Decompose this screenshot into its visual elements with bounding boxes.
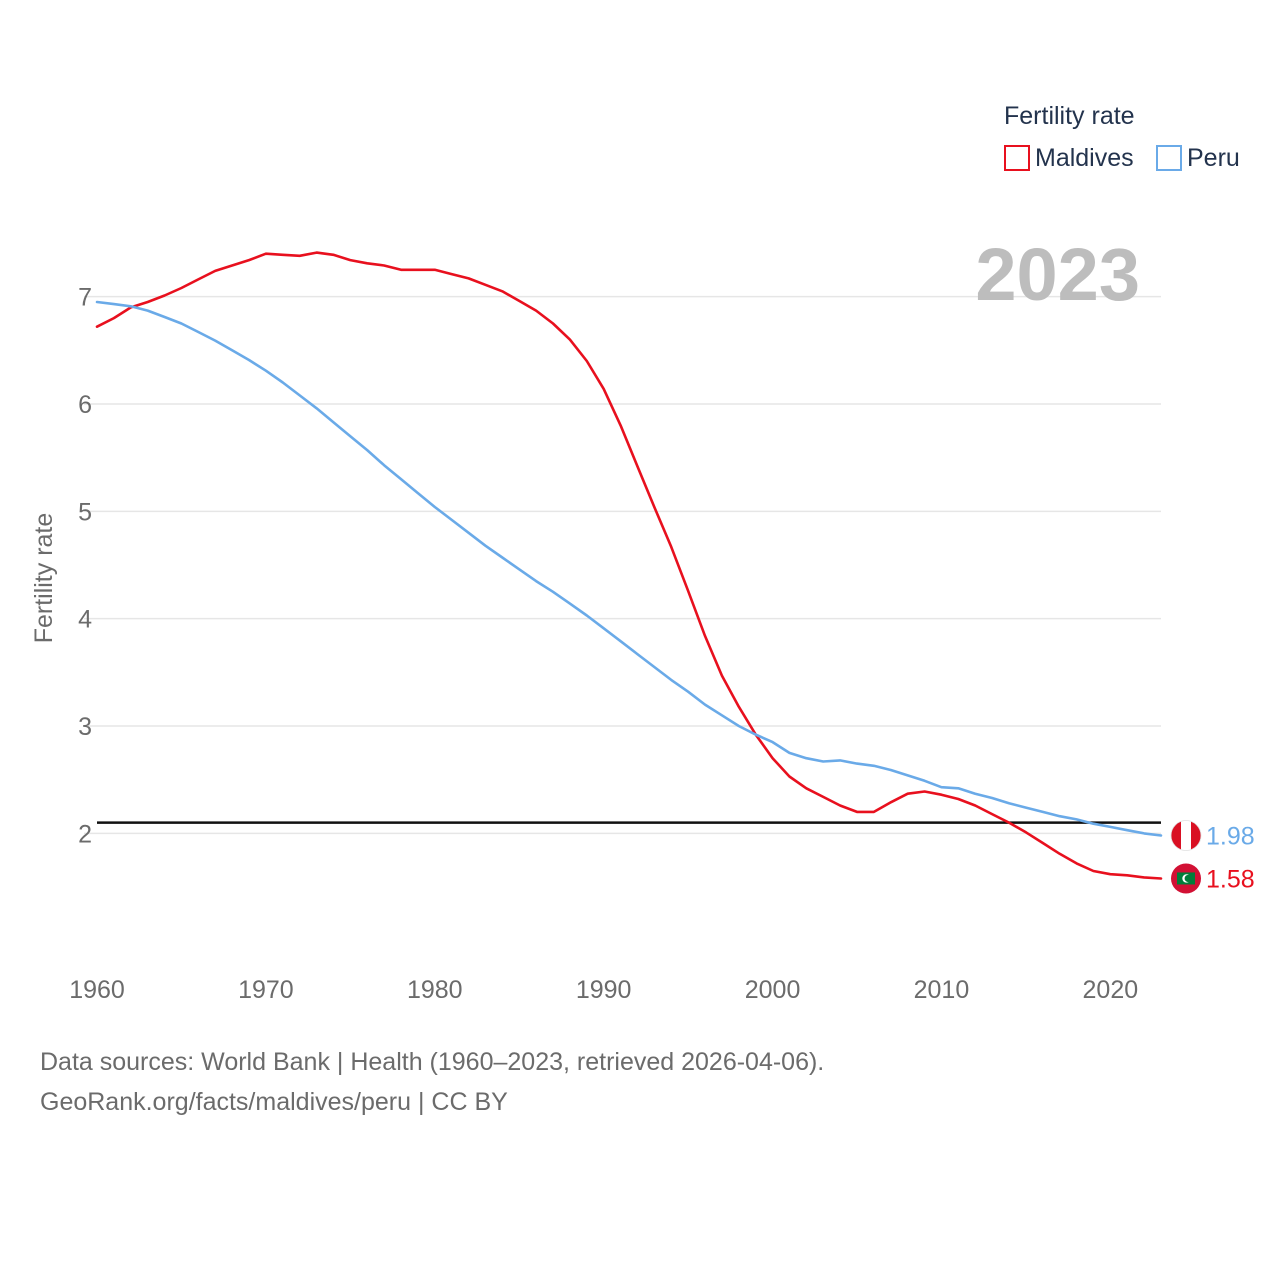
gridlines bbox=[84, 295, 1161, 835]
x-tick-label-1970: 1970 bbox=[238, 976, 294, 1004]
peru-flag-icon bbox=[1170, 820, 1202, 851]
source-line-2: GeoRank.org/facts/maldives/peru | CC BY bbox=[40, 1088, 508, 1116]
fertility-chart: 2 3 4 5 6 7 1960 1970 1980 1990 2000 2010 2020 Fert… bbox=[30, 102, 1255, 1004]
y-axis-title: Fertility rate bbox=[30, 513, 58, 644]
legend-swatch-peru bbox=[1156, 145, 1182, 171]
source-note: Data sources: World Bank | Health (1960–… bbox=[40, 1042, 824, 1122]
x-tick-label-1990: 1990 bbox=[576, 976, 632, 1004]
legend-title: Fertility rate bbox=[1004, 102, 1135, 130]
x-tick-label-2020: 2020 bbox=[1083, 976, 1139, 1004]
series-lines bbox=[95, 251, 1163, 880]
source-line-1: Data sources: World Bank | Health (1960–… bbox=[40, 1048, 825, 1076]
y-tick-label-4: 4 bbox=[78, 606, 92, 634]
x-tick-label-1960: 1960 bbox=[69, 976, 125, 1004]
end-value-label-peru: 1.98 bbox=[1206, 823, 1255, 851]
year-label: 2023 bbox=[975, 233, 1140, 316]
maldives-flag-icon bbox=[1171, 863, 1201, 894]
y-axis-ticks: 2 3 4 5 6 7 bbox=[78, 284, 92, 849]
x-tick-label-2010: 2010 bbox=[914, 976, 970, 1004]
series-line-maldives bbox=[95, 251, 1163, 880]
end-value-label-maldives: 1.58 bbox=[1206, 865, 1255, 893]
legend-swatch-maldives bbox=[1004, 145, 1030, 171]
y-tick-label-2: 2 bbox=[78, 820, 92, 848]
legend: Maldives Peru bbox=[1004, 144, 1240, 172]
end-markers: 1.58 1.98 bbox=[1170, 820, 1255, 894]
y-tick-label-7: 7 bbox=[78, 284, 92, 312]
legend-label-maldives: Maldives bbox=[1035, 144, 1134, 172]
series-line-peru bbox=[95, 300, 1163, 837]
y-tick-label-3: 3 bbox=[78, 713, 92, 741]
y-tick-label-5: 5 bbox=[78, 498, 92, 526]
x-axis-ticks: 1960 1970 1980 1990 2000 2010 2020 bbox=[69, 976, 1138, 1004]
x-tick-label-2000: 2000 bbox=[745, 976, 801, 1004]
x-tick-label-1980: 1980 bbox=[407, 976, 463, 1004]
legend-label-peru: Peru bbox=[1187, 144, 1240, 172]
y-tick-label-6: 6 bbox=[78, 391, 92, 419]
